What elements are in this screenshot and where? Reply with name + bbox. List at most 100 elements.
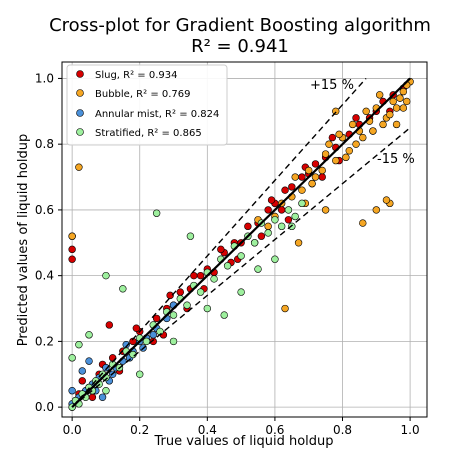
legend: Slug, R² = 0.934 Bubble, R² = 0.769 Annu…: [66, 64, 228, 146]
data-point-stratified: [250, 239, 259, 247]
data-point-bubble: [321, 206, 330, 214]
data-point-bubble: [325, 140, 333, 148]
data-point-bubble: [399, 87, 408, 96]
data-point-bubble: [291, 173, 299, 181]
y-tick-label: 0.6: [35, 203, 54, 217]
data-point-slug: [277, 206, 286, 214]
y-tick-label: 0.8: [35, 137, 54, 151]
plot-border: [61, 61, 428, 418]
data-point-annular-mist: [85, 357, 93, 365]
data-point-bubble: [362, 107, 370, 116]
data-point-stratified: [264, 229, 272, 237]
legend-marker-annular-mist: [76, 109, 84, 117]
data-point-slug: [190, 271, 198, 280]
reference-lines: [71, 77, 411, 408]
data-point-stratified: [203, 304, 212, 313]
annotation-plus-15: +15 %: [310, 78, 354, 93]
data-point-bubble: [311, 173, 320, 181]
data-point-bubble: [369, 127, 377, 135]
data-point-slug: [68, 245, 76, 254]
reference-line-identity: [71, 77, 411, 408]
data-point-bubble: [359, 133, 367, 142]
data-point-stratified: [298, 199, 306, 208]
data-point-stratified: [75, 340, 83, 349]
y-tick-label: 0.4: [35, 269, 54, 283]
data-point-slug: [311, 160, 320, 168]
data-point-stratified: [271, 255, 279, 263]
x-tick-label: 0.2: [130, 423, 149, 437]
data-point-stratified: [196, 288, 205, 296]
data-point-stratified: [85, 331, 93, 339]
data-point-bubble: [294, 239, 303, 247]
data-point-bubble: [375, 91, 384, 99]
legend-marker-stratified: [76, 128, 84, 136]
data-point-bubble: [298, 186, 306, 194]
chart-subtitle: R² = 0.941: [191, 36, 289, 57]
reference-line-minus-15: [71, 127, 411, 408]
x-tick-label: 0.0: [63, 423, 82, 437]
data-point-bubble: [392, 104, 401, 112]
data-point-slug: [88, 393, 97, 401]
x-tick-label: 0.6: [265, 423, 284, 437]
annotation-minus-15: -15 %: [377, 152, 415, 167]
data-point-bubble: [399, 104, 408, 112]
data-point-stratified: [102, 387, 110, 395]
data-point-bubble: [396, 94, 404, 102]
data-point-bubble: [382, 196, 391, 204]
data-point-slug: [298, 173, 306, 181]
data-point-stratified: [136, 370, 144, 378]
data-point-bubble: [281, 304, 289, 313]
data-point-stratified: [223, 262, 232, 270]
y-tick-label: 0.0: [35, 400, 54, 414]
data-point-stratified: [291, 212, 299, 221]
data-point-bubble: [335, 130, 343, 139]
data-point-stratified: [142, 337, 151, 346]
data-point-slug: [328, 133, 337, 142]
data-point-bubble: [352, 140, 360, 148]
data-point-stratified: [220, 311, 228, 319]
data-point-slug: [176, 288, 184, 296]
data-point-slug: [196, 271, 205, 280]
legend-marker-slug: [76, 70, 84, 78]
data-point-annular-mist: [102, 363, 110, 372]
data-point-slug: [281, 186, 289, 194]
data-point-slug: [105, 321, 114, 329]
data-point-bubble: [75, 163, 83, 171]
data-points: [68, 78, 414, 411]
data-point-slug: [152, 314, 161, 323]
data-point-bubble: [305, 166, 313, 175]
data-point-bubble: [386, 110, 394, 119]
data-point-bubble: [359, 219, 367, 227]
x-tick-label: 0.8: [333, 423, 352, 437]
x-axis-label: True values of liquid holdup: [153, 434, 333, 449]
data-point-slug: [257, 232, 266, 240]
data-point-slug: [264, 206, 272, 214]
data-point-stratified: [169, 337, 178, 346]
data-point-bubble: [345, 147, 353, 155]
data-point-annular-mist: [149, 331, 157, 339]
reference-line-plus-15: [71, 77, 367, 408]
y-axis-label: Predicted values of liquid holdup: [16, 134, 31, 347]
data-point-bubble: [372, 206, 381, 214]
x-tick-label: 0.4: [198, 423, 217, 437]
data-point-bubble: [321, 150, 330, 158]
data-point-slug: [288, 183, 296, 191]
data-point-bubble: [403, 97, 411, 106]
y-tick-label: 1.0: [35, 71, 54, 85]
data-point-stratified: [119, 285, 127, 293]
data-point-bubble: [379, 120, 387, 129]
legend-label-bubble: Bubble, R² = 0.769: [95, 89, 191, 100]
data-point-annular-mist: [78, 367, 86, 375]
data-point-stratified: [284, 206, 293, 214]
data-point-bubble: [392, 120, 401, 129]
legend-label-slug: Slug, R² = 0.934: [95, 70, 178, 81]
data-point-stratified: [169, 311, 178, 319]
data-point-slug: [108, 354, 117, 362]
chart-title: Cross-plot for Gradient Boosting algorit…: [49, 15, 431, 36]
data-point-bubble: [68, 232, 76, 240]
data-point-slug: [318, 173, 326, 181]
data-point-slug: [132, 324, 141, 332]
data-point-stratified: [237, 288, 245, 296]
data-point-stratified: [102, 271, 110, 280]
